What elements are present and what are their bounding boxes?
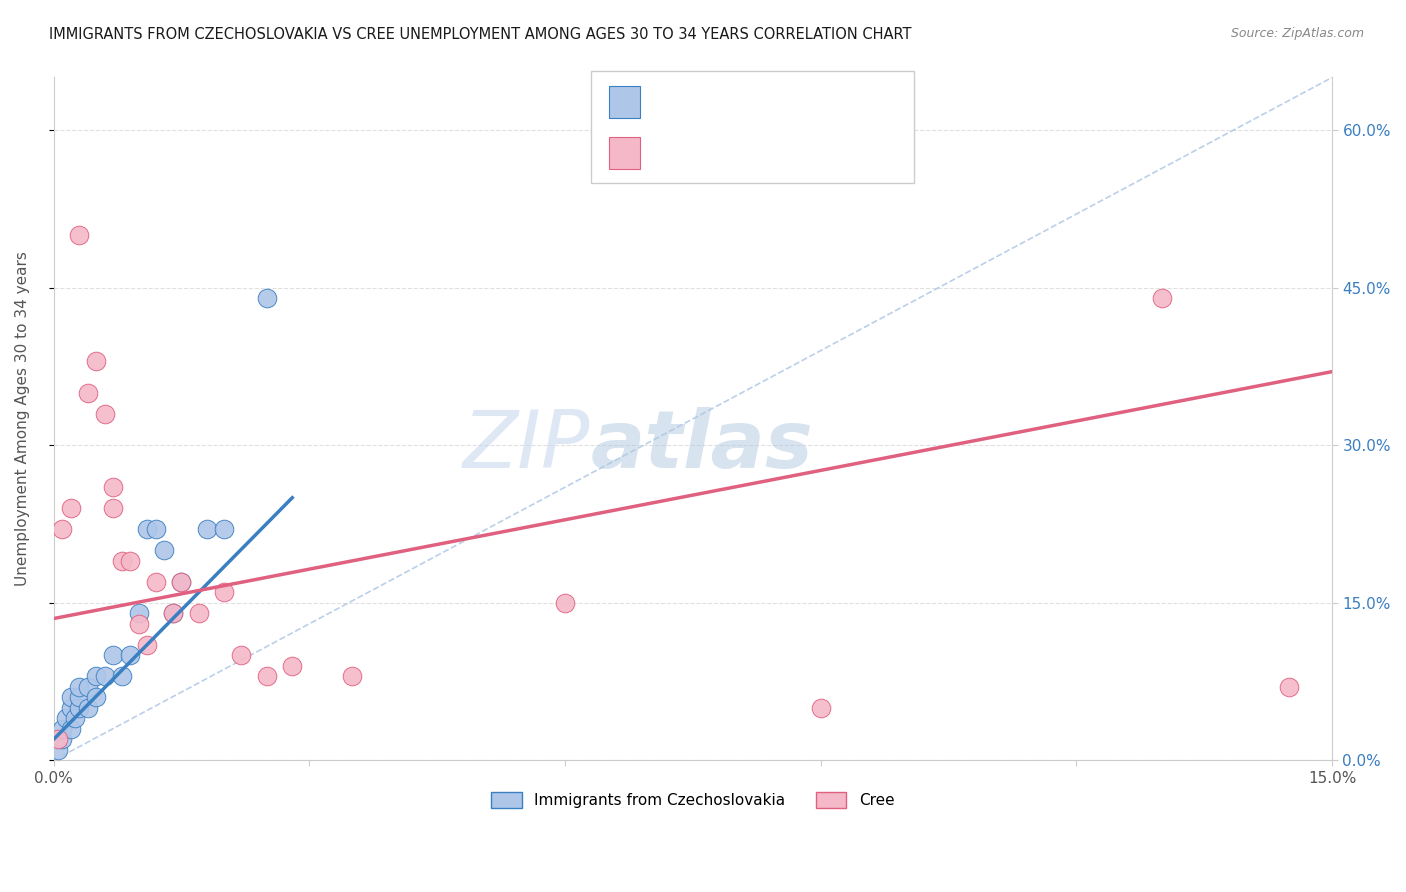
Point [120, 554, 142, 568]
Point [170, 574, 193, 589]
Point [128, 607, 150, 621]
Point [63, 711, 86, 725]
Point [59, 690, 82, 705]
Text: Source: ZipAtlas.com: Source: ZipAtlas.com [1230, 27, 1364, 40]
Point [51, 732, 73, 747]
Point [51, 722, 73, 736]
Text: N =: N = [759, 95, 803, 110]
Point [145, 522, 167, 536]
Point [76, 680, 98, 694]
Point [46, 743, 69, 757]
Text: 26: 26 [820, 145, 841, 161]
Point [256, 669, 278, 683]
Text: 28: 28 [820, 95, 841, 110]
Point [84, 354, 107, 368]
Point [162, 607, 184, 621]
Point [212, 522, 235, 536]
Point [212, 585, 235, 599]
Point [1278, 680, 1301, 694]
Text: N =: N = [759, 145, 803, 161]
Point [136, 638, 159, 652]
Text: R =: R = [651, 95, 685, 110]
Point [103, 501, 125, 516]
Point [55, 711, 77, 725]
Point [67, 680, 90, 694]
Point [51, 522, 73, 536]
Point [187, 607, 209, 621]
Point [46, 732, 69, 747]
Point [162, 607, 184, 621]
Point [59, 701, 82, 715]
Point [103, 480, 125, 494]
Text: IMMIGRANTS FROM CZECHOSLOVAKIA VS CREE UNEMPLOYMENT AMONG AGES 30 TO 34 YEARS CO: IMMIGRANTS FROM CZECHOSLOVAKIA VS CREE U… [49, 27, 911, 42]
Point [256, 291, 278, 305]
Text: 0.343: 0.343 [689, 95, 737, 110]
Y-axis label: Unemployment Among Ages 30 to 34 years: Unemployment Among Ages 30 to 34 years [15, 252, 30, 586]
Point [59, 722, 82, 736]
Point [67, 690, 90, 705]
Point [59, 501, 82, 516]
Point [67, 228, 90, 243]
Point [84, 669, 107, 683]
Text: 0.313: 0.313 [689, 145, 737, 161]
Point [340, 669, 363, 683]
Point [145, 574, 167, 589]
Point [120, 648, 142, 663]
Point [111, 554, 134, 568]
Text: ZIP: ZIP [463, 408, 591, 485]
Point [76, 385, 98, 400]
Legend: Immigrants from Czechoslovakia, Cree: Immigrants from Czechoslovakia, Cree [485, 786, 900, 814]
Point [94, 669, 117, 683]
Point [170, 574, 193, 589]
Point [229, 648, 252, 663]
Point [111, 669, 134, 683]
Point [153, 543, 176, 558]
Point [1150, 291, 1173, 305]
Point [281, 658, 304, 673]
Point [76, 701, 98, 715]
Point [84, 690, 107, 705]
Point [103, 648, 125, 663]
Text: atlas: atlas [591, 408, 813, 485]
Point [67, 701, 90, 715]
Point [128, 616, 150, 631]
Point [195, 522, 218, 536]
Point [810, 701, 832, 715]
Text: R =: R = [651, 145, 685, 161]
Point [94, 407, 117, 421]
Point [136, 522, 159, 536]
Point [554, 596, 576, 610]
